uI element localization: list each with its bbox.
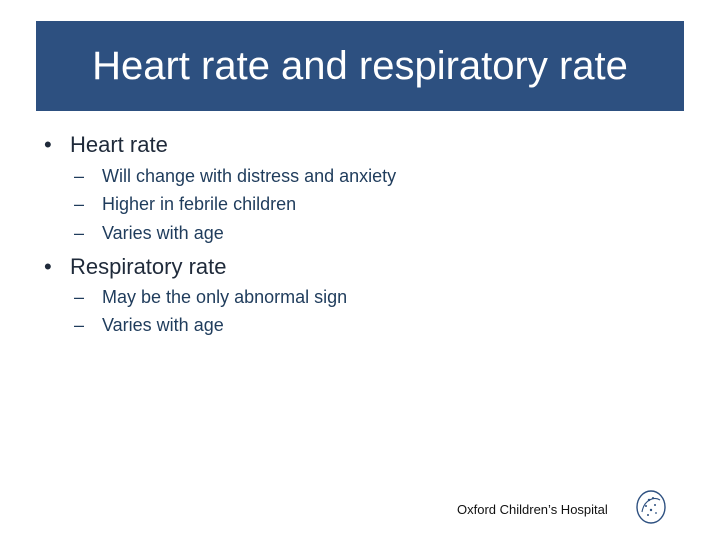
footer-text: Oxford Children’s Hospital bbox=[457, 502, 608, 517]
bullet-label: Heart rate bbox=[70, 132, 168, 157]
sub-bullet-label: Varies with age bbox=[102, 315, 224, 335]
sub-bullet-marker: – bbox=[74, 194, 85, 214]
bullet-marker: • bbox=[44, 132, 52, 157]
sub-bullet: – Will change with distress and anxiety bbox=[74, 166, 396, 187]
bullet-respiratory-rate: • Respiratory rate bbox=[44, 254, 227, 280]
hospital-logo-icon bbox=[636, 490, 666, 524]
sub-bullet-marker: – bbox=[74, 315, 85, 335]
sub-bullet-label: Varies with age bbox=[102, 223, 224, 243]
bullet-heart-rate: • Heart rate bbox=[44, 132, 168, 158]
sub-bullet: – Varies with age bbox=[74, 223, 224, 244]
bullet-marker: • bbox=[44, 254, 52, 279]
sub-bullet: – Higher in febrile children bbox=[74, 194, 296, 215]
sub-bullet-marker: – bbox=[74, 166, 85, 186]
footer: Oxford Children’s Hospital bbox=[450, 498, 670, 526]
sub-bullet: – May be the only abnormal sign bbox=[74, 287, 347, 308]
sub-bullet: – Varies with age bbox=[74, 315, 224, 336]
sub-bullet-marker: – bbox=[74, 287, 85, 307]
sub-bullet-label: Will change with distress and anxiety bbox=[102, 166, 397, 186]
bullet-label: Respiratory rate bbox=[70, 254, 227, 279]
sub-bullet-label: May be the only abnormal sign bbox=[102, 287, 348, 307]
sub-bullet-marker: – bbox=[74, 223, 85, 243]
slide-title: Heart rate and respiratory rate bbox=[92, 43, 628, 88]
title-bar: Heart rate and respiratory rate bbox=[36, 21, 684, 111]
sub-bullet-label: Higher in febrile children bbox=[102, 194, 297, 214]
